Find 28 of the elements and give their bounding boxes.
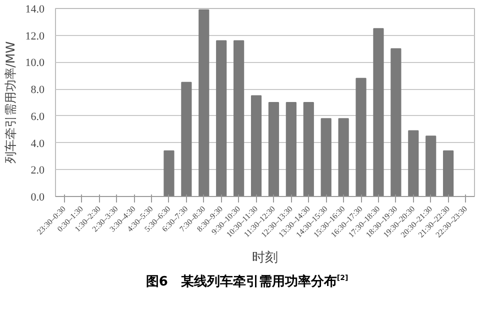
y-tick-label: 6.0 xyxy=(30,110,45,123)
bar xyxy=(250,95,262,196)
bar xyxy=(286,102,296,196)
bar xyxy=(338,118,349,196)
y-tick-label: 2.0 xyxy=(30,164,45,177)
bar xyxy=(164,150,174,196)
x-axis-title: 时刻 xyxy=(252,250,278,266)
bar xyxy=(320,118,332,196)
bar xyxy=(303,102,314,196)
bar xyxy=(373,28,384,196)
bar xyxy=(408,130,419,196)
y-tick-label: 8.0 xyxy=(30,84,45,96)
bar xyxy=(181,82,192,196)
bar xyxy=(426,136,436,196)
y-tick-label: 14.0 xyxy=(25,4,45,16)
bar xyxy=(356,78,366,196)
bar xyxy=(198,9,210,196)
text: 图6 某线列车牵引需用功率分布$^{[2]}$ xyxy=(146,273,348,292)
y-tick-label: 10.0 xyxy=(25,57,45,70)
y-tick-label: 0.0 xyxy=(30,192,45,204)
bar xyxy=(268,102,280,196)
bar xyxy=(216,40,227,196)
bar xyxy=(234,40,244,196)
y-tick-label: 4.0 xyxy=(30,138,45,150)
bar xyxy=(443,150,454,196)
bar xyxy=(390,48,402,196)
y-axis-title: 列车牵引需用功率/MW xyxy=(3,41,18,164)
y-tick-label: 12.0 xyxy=(25,30,45,42)
